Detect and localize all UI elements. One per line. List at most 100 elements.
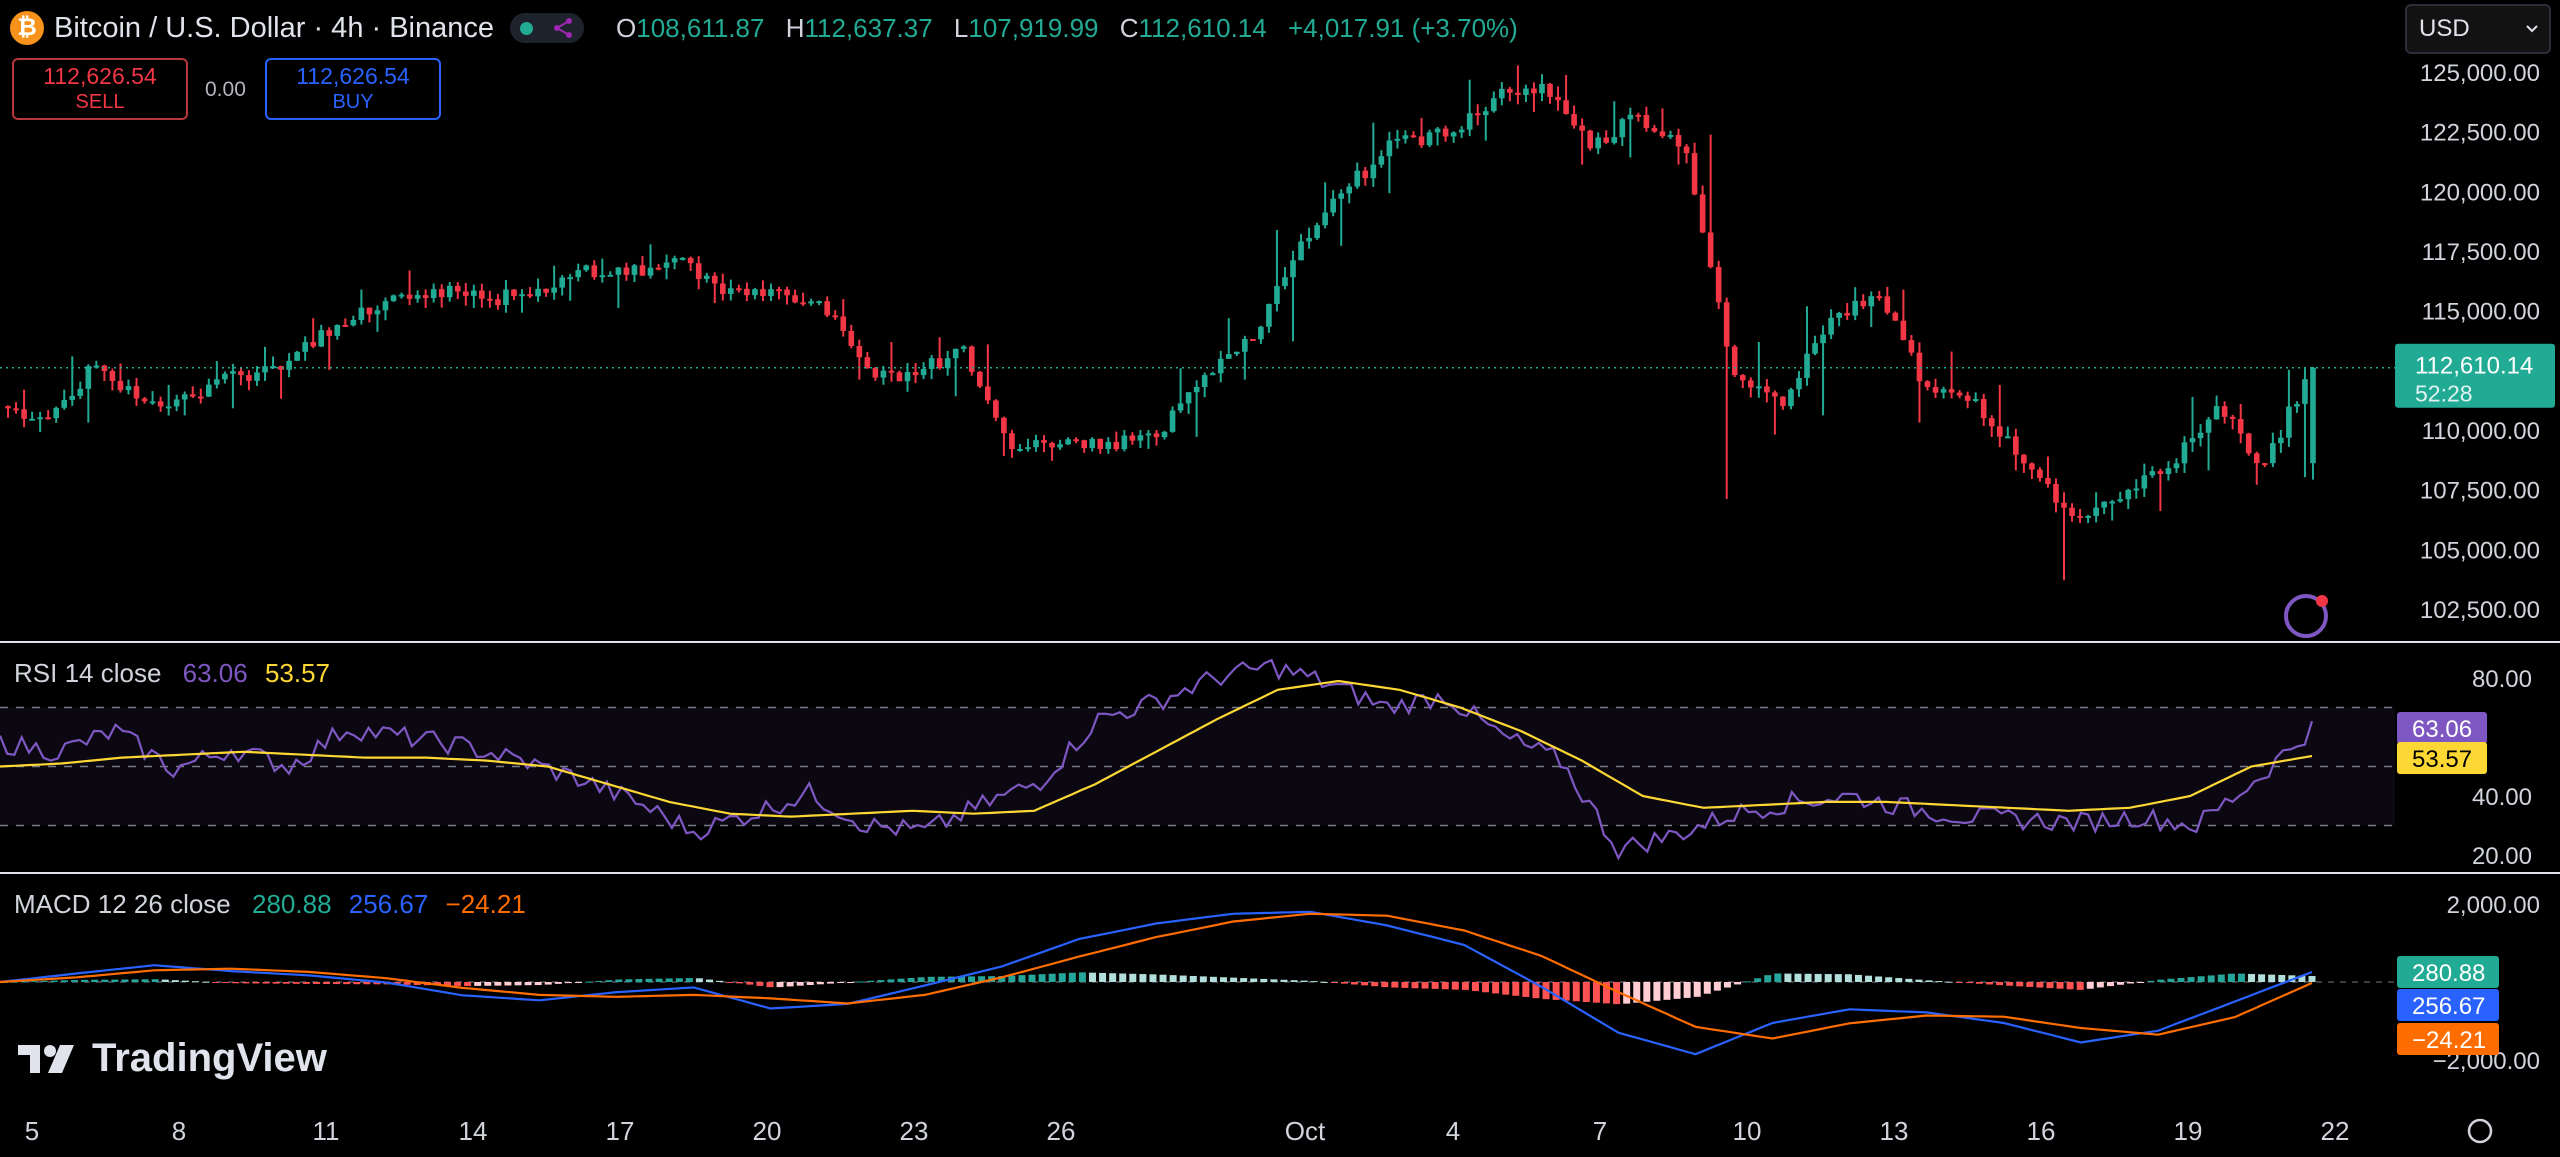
macd-histogram-bar [181,980,189,982]
macd-histogram-bar [605,980,613,982]
symbol-title[interactable]: Bitcoin / U.S. Dollar · 4h · Binance [54,11,495,44]
macd-histogram-bar [1925,980,1933,982]
candle-body [238,371,244,376]
candle-body [1001,417,1007,434]
macd-histogram-bar [816,982,824,985]
macd-histogram-bar [2268,974,2276,982]
macd-histogram-bar [837,982,845,983]
tradingview-logo-icon [18,1044,74,1073]
macd-histogram-bar [685,978,693,982]
rsi-legend[interactable]: RSI 14 close 63.06 53.57 [14,658,330,689]
candle-body [1250,338,1256,341]
macd-histogram-bar [171,980,179,982]
macd-histogram-bar [1955,982,1963,983]
macd-histogram-bar [1441,982,1449,990]
macd-histogram-bar [121,979,129,982]
macd-histogram-bar [1038,974,1046,982]
macd-histogram-bar [2147,980,2155,982]
candle-body [1852,300,1859,316]
candle-body [687,257,694,264]
candle-body [1193,387,1200,393]
macd-histogram-bar [1179,975,1187,982]
macd-histogram-bar [81,979,89,982]
macd-histogram-bar [1088,972,1096,982]
candle-body [1362,170,1369,179]
macd-histogram-bar [2157,979,2165,982]
macd-value: 256.67 [348,889,429,919]
candle-body [1057,444,1063,448]
candle-body [615,267,622,275]
macd-histogram-bar [282,982,290,984]
macd-histogram-bar [1985,982,1993,985]
candle-body [752,289,758,296]
rsi-badge-label: 63.06 [2412,716,2472,743]
buy-price: 112,626.54 [296,63,410,89]
candle-body [1780,396,1786,407]
macd-histogram-bar [212,982,220,983]
market-status-pill[interactable] [510,13,585,43]
macd-histogram-bar [1915,979,1923,982]
symbol-header[interactable]: ₿ Bitcoin / U.S. Dollar · 4h · Binance O… [10,8,1518,48]
candle-body [1547,83,1553,97]
candle-body [744,288,750,296]
macd-histogram-bar [2187,977,2195,982]
macd-histogram-bar [1512,982,1520,996]
candle-body [487,298,493,301]
macd-histogram-bar [1149,974,1157,982]
macd-histogram-bar [30,981,38,983]
candle-body [85,366,92,389]
candle-body [768,289,774,297]
macd-value-badge [2397,956,2499,988]
candle-body [671,258,678,263]
candle-body [1402,135,1409,139]
open-label: O [616,12,637,43]
candle-body [1731,346,1738,376]
buy-button[interactable]: 112,626.54 BUY [265,58,441,120]
price-tick-label: 120,000.00 [2420,179,2540,206]
macd-histogram-bar [1643,982,1651,1002]
macd-histogram-bar [262,982,270,984]
share-icon [554,18,573,38]
candle-body [1242,338,1248,352]
candle-body [1017,448,1023,451]
candle-body [446,285,453,298]
candle-body [976,371,983,387]
candle-body [1434,128,1441,133]
sell-button[interactable]: 112,626.54 SELL [12,58,188,120]
candle-body [1747,380,1754,388]
candle-body [1217,358,1224,374]
macd-histogram-bar [1411,982,1419,989]
candle-body [2157,471,2164,475]
candle-body [1515,92,1521,95]
candle-body [342,324,349,327]
candle-body [1177,403,1184,411]
macd-histogram-bar [877,980,885,982]
candle-body [1290,260,1296,278]
tradingview-logo[interactable]: TradingView [18,1036,327,1081]
macd-histogram-bar [2308,975,2316,982]
macd-histogram-bar [1502,982,1510,995]
candle-body [2021,454,2027,464]
macd-histogram-bar [756,982,764,986]
candle-body [2213,406,2220,420]
candle-body [1081,440,1088,449]
candle-body [5,406,11,409]
candle-body [278,366,284,370]
macd-histogram-bar [1522,982,1530,997]
price-tick-label: 102,500.00 [2420,597,2540,624]
candle-body [647,267,654,276]
macd-histogram-bar [1804,973,1812,982]
macd-histogram-bar [564,982,572,984]
candle-body [350,320,357,326]
candle-body [1274,286,1280,304]
macd-histogram-bar [91,979,99,982]
buy-label: BUY [332,91,374,113]
macd-histogram-bar [2237,973,2245,982]
macd-legend[interactable]: MACD 12 26 close 280.88 256.67 −24.21 [14,889,526,920]
macd-histogram-bar [726,982,734,983]
macd-histogram-bar [1451,982,1459,990]
currency-select[interactable]: USD [2405,4,2551,54]
candle-body [2133,488,2140,491]
candle-body [1964,395,1971,401]
